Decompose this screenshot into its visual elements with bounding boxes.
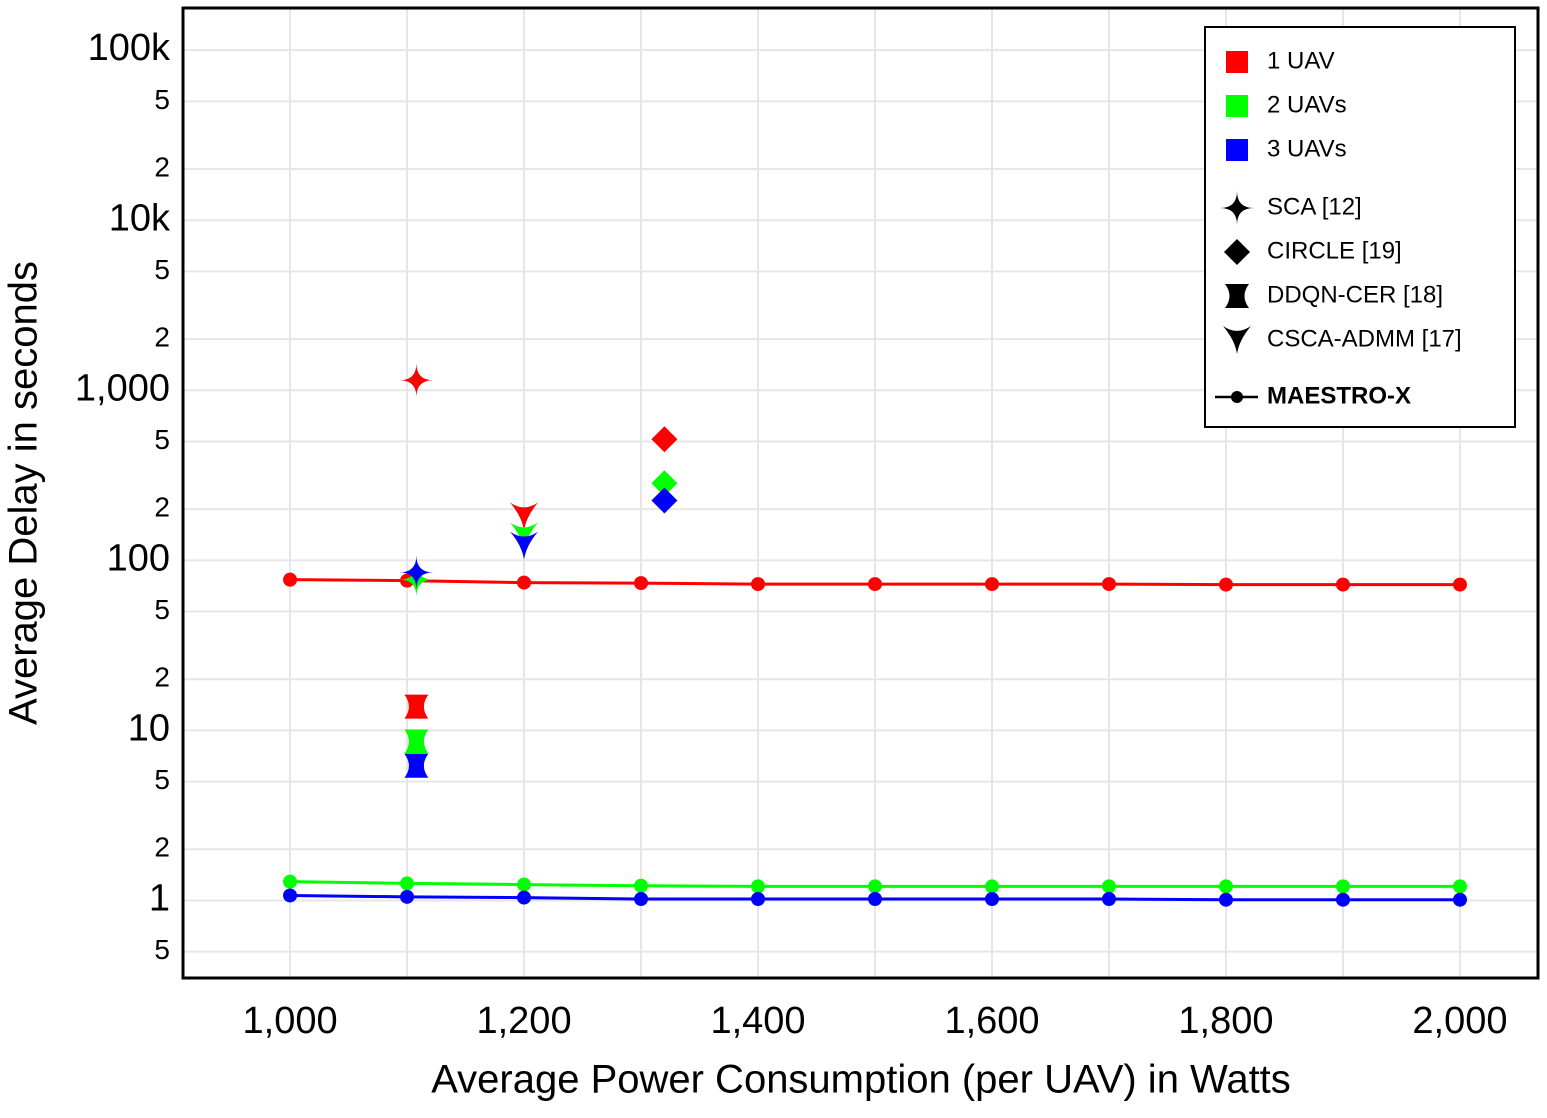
legend-label: 3 UAVs	[1267, 135, 1347, 162]
legend-marker	[1224, 239, 1250, 265]
series-point	[1452, 577, 1467, 592]
series-point	[1101, 879, 1116, 894]
series-point	[1335, 577, 1350, 592]
series-point	[868, 879, 883, 894]
series-point	[1218, 892, 1233, 907]
x-axis-title: Average Power Consumption (per UAV) in W…	[431, 1058, 1291, 1102]
method-point	[510, 522, 539, 551]
legend-dot	[1231, 391, 1243, 403]
y-tick-label: 5	[154, 934, 170, 965]
method-point	[404, 694, 429, 719]
y-tick-label: 100k	[88, 27, 171, 69]
y-tick-label: 1	[149, 877, 170, 919]
series-point	[634, 878, 649, 893]
legend-swatch	[1226, 51, 1248, 73]
method-point	[510, 502, 539, 531]
y-tick-label: 100	[107, 537, 170, 579]
series-point	[751, 892, 766, 907]
y-tick-label: 2	[154, 151, 170, 182]
series-point	[400, 876, 415, 891]
y-tick-label: 5	[154, 764, 170, 795]
series-point	[400, 889, 415, 904]
method-point	[399, 363, 434, 398]
series-point	[1218, 577, 1233, 592]
legend-marker	[1220, 191, 1254, 225]
legend: 1 UAV 2 UAVs 3 UAVs SCA [12] CIRCLE [19] DDQN…	[1204, 26, 1516, 428]
series-point	[634, 576, 649, 591]
y-tick-label: 10	[128, 707, 170, 749]
series-point	[517, 890, 532, 905]
legend-label: MAESTRO-X	[1267, 382, 1411, 409]
data	[283, 363, 1467, 907]
series-point	[634, 892, 649, 907]
plot-frame	[181, 6, 1540, 980]
series-point	[1218, 879, 1233, 894]
legend-label: DDQN-CER [18]	[1267, 281, 1443, 308]
y-tick-label: 1,000	[75, 367, 170, 409]
series-point	[283, 874, 298, 889]
x-tick-label: 1,000	[243, 1000, 338, 1042]
series-point	[517, 575, 532, 590]
method-point	[404, 729, 429, 754]
legend-marker	[1225, 284, 1249, 308]
legend-label: 1 UAV	[1267, 47, 1335, 74]
x-tick-label: 1,200	[476, 1000, 571, 1042]
y-axis-title: Average Delay in seconds	[2, 261, 46, 725]
y-tick-label: 5	[154, 84, 170, 115]
series-point	[1452, 892, 1467, 907]
series-point	[1101, 577, 1116, 592]
y-tick-label: 5	[154, 594, 170, 625]
series-point	[984, 577, 999, 592]
series-point	[1335, 892, 1350, 907]
legend-label: 2 UAVs	[1267, 91, 1347, 118]
legend-box	[1204, 26, 1516, 428]
series-point	[1335, 879, 1350, 894]
y-tick-label: 5	[154, 424, 170, 455]
legend-label: CSCA-ADMM [17]	[1267, 325, 1462, 352]
series-point	[868, 577, 883, 592]
x-tick-label: 2,000	[1412, 1000, 1507, 1042]
series-point	[751, 577, 766, 592]
x-tick-label: 1,600	[944, 1000, 1039, 1042]
series-point	[283, 888, 298, 903]
y-tick-label: 2	[154, 662, 170, 693]
method-point	[404, 753, 429, 778]
y-tick-label: 2	[154, 832, 170, 863]
method-point	[651, 426, 678, 453]
series-point	[868, 892, 883, 907]
method-point	[651, 487, 678, 514]
method-point	[399, 555, 434, 590]
method-point	[651, 470, 678, 497]
series-point	[283, 572, 298, 587]
legend-marker	[1223, 326, 1251, 354]
legend-swatch	[1226, 139, 1248, 161]
series-point	[517, 877, 532, 892]
y-tick-label: 10k	[109, 197, 171, 239]
y-tick-label: 2	[154, 492, 170, 523]
legend-swatch	[1226, 95, 1248, 117]
y-tick-label: 2	[154, 321, 170, 352]
x-tick-label: 1,400	[710, 1000, 805, 1042]
legend-label: CIRCLE [19]	[1267, 237, 1402, 264]
series-point	[1101, 892, 1116, 907]
series-point	[984, 892, 999, 907]
y-tick-label: 5	[154, 254, 170, 285]
series-point	[1452, 879, 1467, 894]
legend-label: SCA [12]	[1267, 193, 1362, 220]
x-tick-label: 1,800	[1178, 1000, 1273, 1042]
series-point	[984, 879, 999, 894]
series-point	[751, 879, 766, 894]
method-point	[510, 531, 539, 560]
